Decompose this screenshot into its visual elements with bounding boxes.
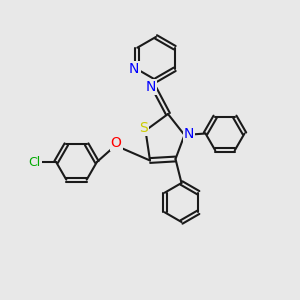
Text: N: N xyxy=(129,62,140,76)
Text: S: S xyxy=(140,121,148,134)
Text: Cl: Cl xyxy=(28,155,40,169)
Text: N: N xyxy=(146,80,156,94)
Text: O: O xyxy=(111,136,122,150)
Text: N: N xyxy=(184,127,194,140)
